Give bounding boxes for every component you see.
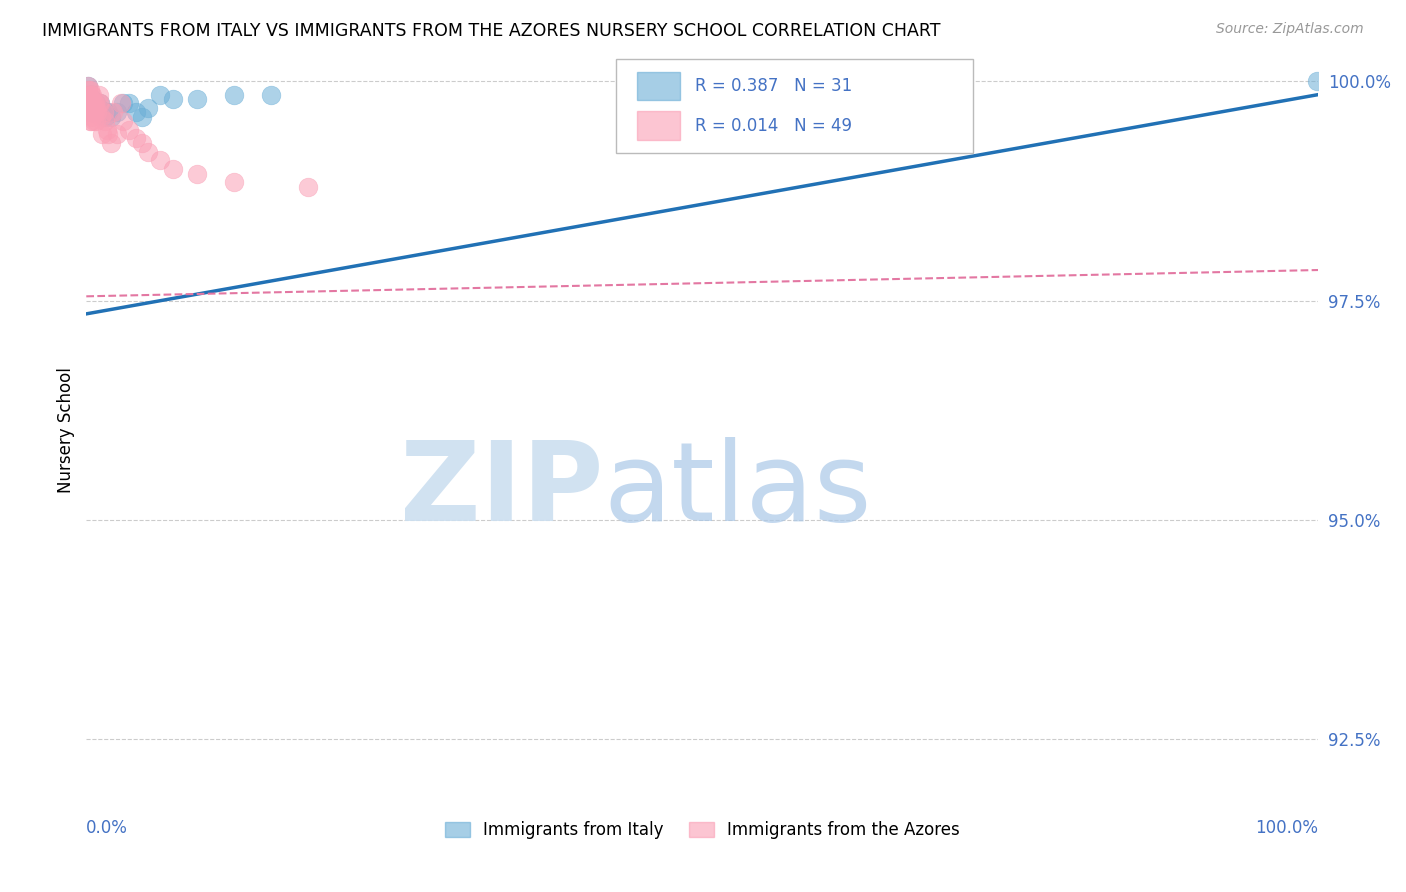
Point	[77, 92, 100, 106]
Point	[79, 83, 101, 97]
Point	[136, 145, 159, 159]
Point	[91, 127, 114, 141]
Point	[97, 105, 120, 120]
Text: atlas: atlas	[603, 436, 872, 543]
Point	[224, 175, 246, 189]
Point	[77, 105, 100, 120]
Point	[100, 136, 122, 150]
Y-axis label: Nursery School: Nursery School	[58, 368, 75, 493]
Point	[80, 96, 103, 111]
Point	[124, 105, 146, 120]
Point	[89, 96, 111, 111]
Point	[79, 105, 101, 120]
Point	[136, 101, 159, 115]
Point	[94, 105, 117, 120]
Point	[131, 110, 153, 124]
Point	[162, 92, 184, 106]
Point	[84, 114, 107, 128]
Point	[83, 105, 105, 120]
Point	[79, 114, 101, 128]
Point	[90, 110, 112, 124]
Point	[105, 127, 128, 141]
Point	[94, 114, 117, 128]
Point	[87, 101, 110, 115]
Point	[80, 92, 103, 106]
Text: ZIP: ZIP	[401, 436, 603, 543]
Point	[82, 110, 104, 124]
Point	[93, 105, 115, 120]
Point	[1306, 74, 1329, 88]
Bar	[637, 112, 681, 140]
Point	[79, 92, 101, 106]
Text: 0.0%: 0.0%	[86, 819, 128, 837]
Point	[83, 96, 105, 111]
Point	[105, 105, 128, 120]
Text: 100.0%: 100.0%	[1256, 819, 1319, 837]
Point	[76, 78, 98, 93]
Point	[224, 87, 246, 102]
Point	[103, 105, 125, 120]
Legend: Immigrants from Italy, Immigrants from the Azores: Immigrants from Italy, Immigrants from t…	[439, 814, 966, 846]
Point	[79, 101, 101, 115]
Point	[84, 105, 107, 120]
Point	[149, 153, 172, 168]
Point	[112, 114, 135, 128]
Point	[79, 92, 101, 106]
Point	[87, 96, 110, 111]
Point	[118, 96, 141, 111]
Point	[83, 114, 105, 128]
Text: R = 0.387   N = 31: R = 0.387 N = 31	[695, 77, 852, 95]
Point	[86, 105, 108, 120]
Point	[77, 87, 100, 102]
Point	[76, 78, 98, 93]
Point	[77, 87, 100, 102]
Point	[162, 162, 184, 177]
FancyBboxPatch shape	[616, 59, 973, 153]
Point	[124, 131, 146, 145]
Point	[84, 101, 107, 115]
Point	[91, 105, 114, 120]
Point	[82, 92, 104, 106]
Text: R = 0.014   N = 49: R = 0.014 N = 49	[695, 117, 852, 135]
Point	[86, 105, 108, 120]
Point	[118, 122, 141, 136]
Point	[82, 96, 104, 111]
Point	[149, 87, 172, 102]
Point	[83, 101, 105, 115]
Point	[84, 101, 107, 115]
Point	[80, 114, 103, 128]
Point	[79, 96, 101, 111]
Point	[96, 122, 118, 136]
Text: IMMIGRANTS FROM ITALY VS IMMIGRANTS FROM THE AZORES NURSERY SCHOOL CORRELATION C: IMMIGRANTS FROM ITALY VS IMMIGRANTS FROM…	[42, 22, 941, 40]
Point	[94, 110, 117, 124]
Point	[131, 136, 153, 150]
Point	[84, 96, 107, 111]
Point	[110, 96, 132, 111]
Point	[87, 87, 110, 102]
Point	[100, 110, 122, 124]
Point	[297, 179, 319, 194]
Point	[186, 92, 208, 106]
Point	[90, 105, 112, 120]
Point	[186, 167, 208, 181]
Point	[82, 105, 104, 120]
Text: Source: ZipAtlas.com: Source: ZipAtlas.com	[1216, 22, 1364, 37]
Point	[97, 127, 120, 141]
Bar	[637, 71, 681, 100]
Point	[112, 96, 135, 111]
Point	[84, 96, 107, 111]
Point	[77, 101, 100, 115]
Point	[80, 105, 103, 120]
Point	[260, 87, 283, 102]
Point	[82, 87, 104, 102]
Point	[80, 87, 103, 102]
Point	[89, 96, 111, 111]
Point	[76, 83, 98, 97]
